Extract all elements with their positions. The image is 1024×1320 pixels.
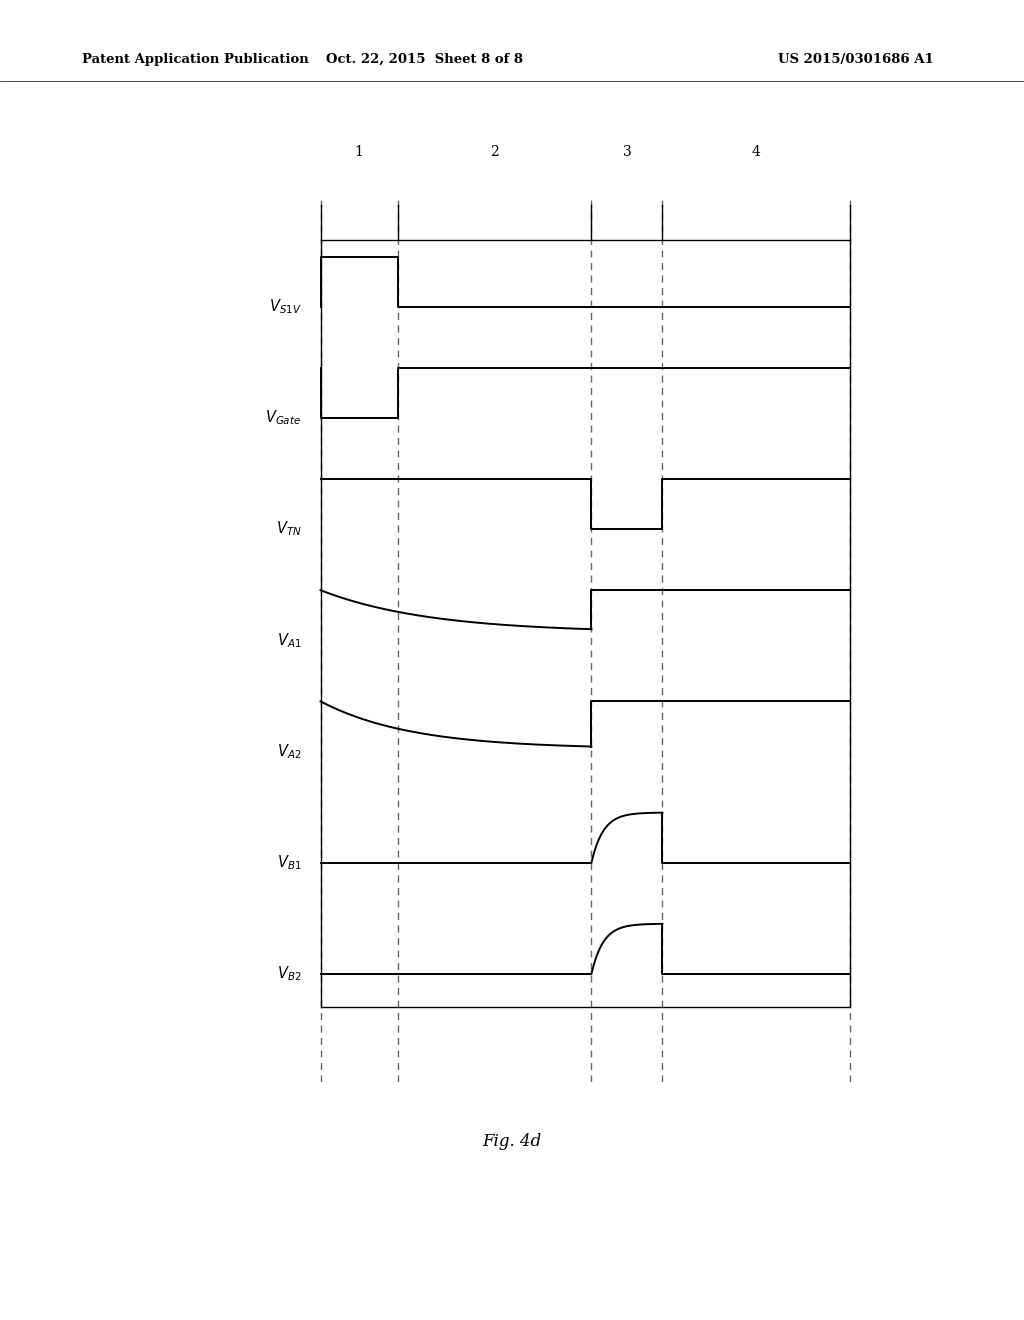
Text: $V_{Gate}$: $V_{Gate}$ xyxy=(265,408,301,428)
Text: $V_{A1}$: $V_{A1}$ xyxy=(276,631,301,649)
Text: $V_{A2}$: $V_{A2}$ xyxy=(276,742,301,760)
Text: $V_{B1}$: $V_{B1}$ xyxy=(276,853,301,873)
Text: $V_{TN}$: $V_{TN}$ xyxy=(275,520,301,539)
Text: Fig. 4d: Fig. 4d xyxy=(482,1134,542,1150)
Text: $V_{S1V}$: $V_{S1V}$ xyxy=(268,297,301,315)
Text: $V_{B2}$: $V_{B2}$ xyxy=(276,965,301,983)
Text: 2: 2 xyxy=(490,144,499,158)
Text: 4: 4 xyxy=(752,144,761,158)
Text: Patent Application Publication: Patent Application Publication xyxy=(82,53,308,66)
Text: Oct. 22, 2015  Sheet 8 of 8: Oct. 22, 2015 Sheet 8 of 8 xyxy=(327,53,523,66)
Text: US 2015/0301686 A1: US 2015/0301686 A1 xyxy=(778,53,934,66)
Text: 1: 1 xyxy=(354,144,364,158)
Text: 3: 3 xyxy=(623,144,632,158)
